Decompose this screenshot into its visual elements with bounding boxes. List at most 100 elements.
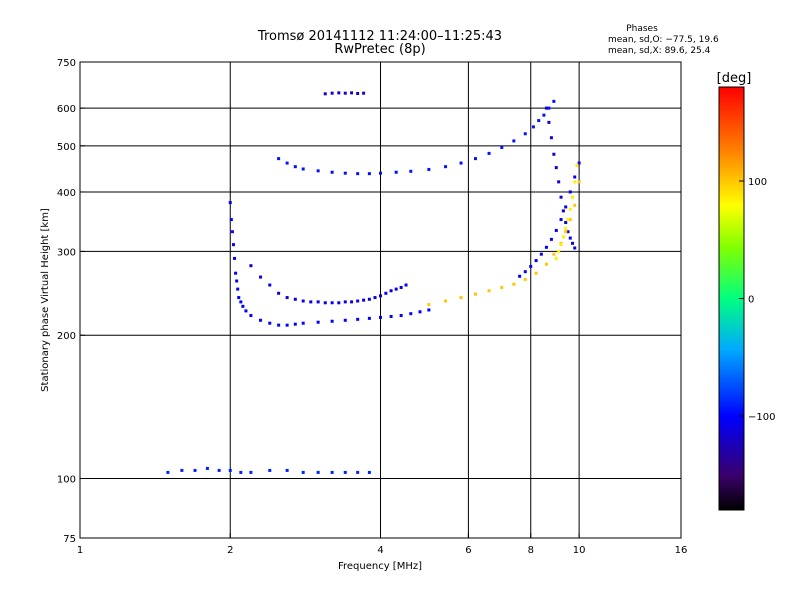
data-point	[343, 470, 347, 474]
y-tick-label: 75	[63, 534, 76, 545]
data-point	[244, 309, 248, 313]
data-point	[409, 312, 413, 316]
data-point	[231, 243, 235, 247]
data-point	[564, 205, 568, 209]
data-point	[549, 136, 553, 140]
data-point	[544, 106, 548, 110]
data-point	[362, 91, 366, 95]
data-point	[356, 91, 360, 95]
data-point	[343, 318, 347, 322]
data-point	[323, 301, 327, 305]
data-point	[539, 252, 543, 256]
data-point	[293, 165, 297, 169]
data-point	[571, 241, 575, 245]
data-point	[229, 218, 233, 222]
colorbar-tick-label: 100	[748, 177, 767, 188]
data-point	[552, 252, 556, 256]
data-point	[193, 468, 197, 472]
data-point	[316, 300, 320, 304]
y-tick-label: 750	[57, 58, 76, 69]
data-point	[379, 294, 382, 298]
data-point	[301, 470, 305, 474]
data-point	[316, 320, 320, 324]
data-point	[379, 171, 382, 175]
x-tick-label: 2	[227, 545, 233, 556]
data-point	[166, 470, 170, 474]
grid-lines	[80, 62, 681, 538]
y-axis-ticks: 75 100 200 300 400 500 600 750	[57, 58, 85, 545]
data-point	[547, 120, 551, 124]
data-point	[564, 230, 568, 234]
data-point	[285, 296, 289, 300]
data-point	[531, 125, 535, 129]
stats-line-x: mean, sd,X: 89.6, 25.4	[608, 46, 711, 56]
data-point	[268, 283, 272, 287]
data-point	[343, 171, 347, 175]
chart-title: Tromsø 20141112 11:24:00–11:25:43	[257, 29, 502, 44]
data-point	[268, 321, 272, 325]
data-point	[473, 292, 477, 296]
data-point	[309, 300, 313, 304]
chart-subtitle: RwPretec (8p)	[334, 42, 425, 57]
data-point	[249, 264, 253, 268]
x-axis-label: Frequency [MHz]	[338, 561, 422, 572]
y-tick-label: 600	[57, 104, 76, 115]
data-point	[566, 230, 570, 234]
data-point	[459, 296, 463, 300]
data-point	[343, 91, 347, 95]
y-tick-label: 400	[57, 188, 76, 199]
data-point	[205, 466, 209, 470]
data-point	[249, 314, 253, 318]
x-tick-label: 6	[465, 545, 471, 556]
data-point	[233, 256, 237, 260]
data-point	[235, 279, 239, 283]
data-point	[259, 318, 263, 322]
data-point	[534, 259, 538, 263]
data-point	[367, 172, 371, 176]
data-point	[350, 300, 354, 304]
data-point	[367, 470, 371, 474]
data-points	[166, 91, 581, 474]
data-point	[554, 256, 558, 260]
data-point	[362, 298, 366, 302]
data-point	[389, 314, 393, 318]
data-point	[444, 165, 448, 169]
data-point	[337, 91, 341, 95]
data-point	[575, 163, 579, 167]
data-point	[337, 301, 341, 305]
data-point	[268, 468, 272, 472]
x-tick-label: 10	[573, 545, 586, 556]
data-point	[418, 310, 422, 314]
data-point	[356, 172, 360, 176]
data-point	[561, 235, 565, 239]
data-point	[330, 301, 334, 305]
data-point	[277, 323, 281, 327]
data-point	[180, 468, 184, 472]
data-point	[323, 92, 327, 96]
data-point	[356, 299, 360, 303]
data-point	[534, 271, 538, 275]
data-point	[316, 169, 320, 173]
data-point	[552, 152, 556, 156]
data-point	[427, 308, 431, 312]
data-point	[544, 245, 548, 249]
y-tick-label: 200	[57, 331, 76, 342]
x-tick-label: 4	[377, 545, 383, 556]
data-point	[301, 299, 305, 303]
data-point	[487, 289, 491, 293]
data-point	[285, 468, 289, 472]
data-point	[549, 237, 553, 241]
data-point	[523, 277, 527, 281]
x-tick-label: 16	[675, 545, 688, 556]
data-point	[228, 468, 232, 472]
data-point	[389, 289, 393, 293]
data-point	[343, 300, 347, 304]
data-point	[330, 470, 334, 474]
data-point	[512, 282, 516, 286]
data-point	[427, 303, 431, 307]
data-point	[573, 246, 577, 250]
colorbar-ticks: 100 0 −100	[739, 177, 775, 423]
y-tick-label: 300	[57, 247, 76, 258]
data-point	[571, 195, 575, 199]
data-point	[552, 99, 556, 103]
